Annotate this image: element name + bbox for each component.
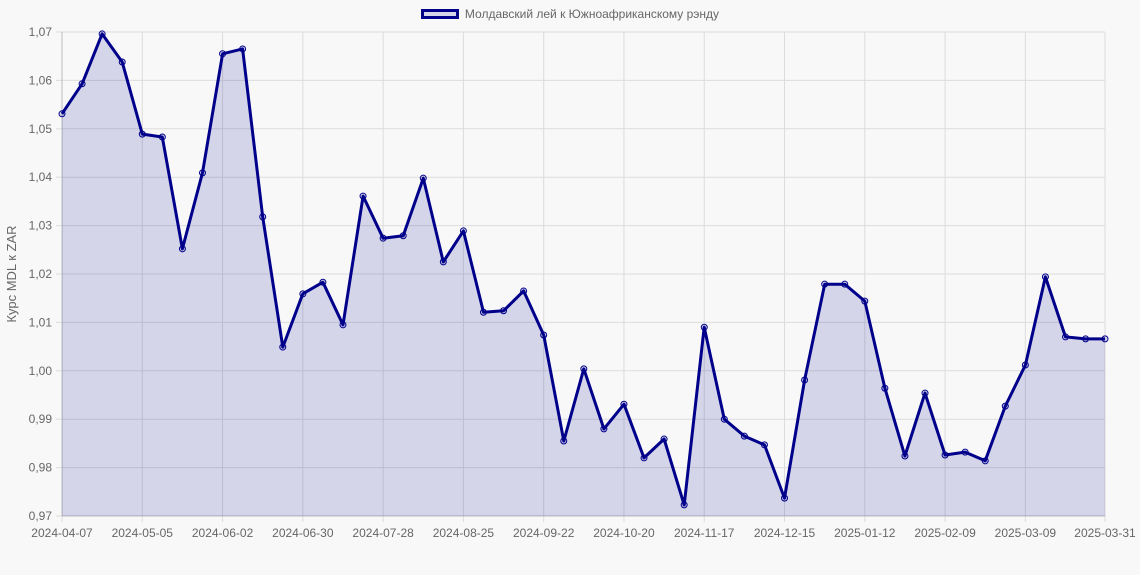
x-tick-label: 2024-05-05 (112, 526, 174, 540)
data-point[interactable] (841, 280, 849, 288)
legend-swatch (420, 9, 459, 19)
data-point[interactable] (359, 192, 367, 200)
x-tick-label: 2024-06-02 (192, 526, 254, 540)
data-point[interactable] (580, 365, 588, 373)
data-point[interactable] (399, 232, 407, 240)
data-point[interactable] (660, 435, 668, 443)
x-tick-label: 2024-07-28 (352, 526, 414, 540)
data-point[interactable] (1001, 402, 1009, 410)
data-point[interactable] (1082, 335, 1090, 343)
y-tick-label: 0,98 (29, 461, 53, 475)
data-point[interactable] (901, 452, 909, 460)
x-tick-label: 2024-10-20 (593, 526, 655, 540)
data-point[interactable] (459, 227, 467, 235)
y-tick-label: 1,05 (29, 122, 53, 136)
area-fill (62, 33, 1105, 517)
data-points (58, 30, 1109, 509)
x-tick-label: 2024-04-07 (31, 526, 93, 540)
data-point[interactable] (720, 415, 728, 423)
legend-label: Молдавский лей к Южноафриканскому рэнду (464, 7, 720, 21)
x-tick-label: 2024-12-15 (754, 526, 816, 540)
data-point[interactable] (339, 321, 347, 329)
x-tick-label: 2024-08-25 (433, 526, 495, 540)
data-point[interactable] (740, 432, 748, 440)
data-point[interactable] (259, 213, 267, 221)
y-axis-label: Курс MDL к ZAR (4, 225, 19, 322)
data-point[interactable] (921, 389, 929, 397)
legend[interactable]: Молдавский лей к Южноафриканскому рэнду (0, 7, 1140, 21)
data-point[interactable] (158, 133, 166, 141)
data-point[interactable] (78, 80, 86, 88)
x-tick-label: 2025-02-09 (914, 526, 976, 540)
data-point[interactable] (560, 437, 568, 445)
data-point[interactable] (58, 110, 66, 118)
x-tick-label: 2024-11-17 (674, 526, 735, 540)
data-point[interactable] (118, 58, 126, 66)
data-point[interactable] (961, 448, 969, 456)
data-point[interactable] (640, 454, 648, 462)
y-tick-label: 1,02 (29, 267, 53, 281)
data-point[interactable] (379, 234, 387, 242)
data-point[interactable] (319, 278, 327, 286)
x-tick-label: 2024-06-30 (272, 526, 334, 540)
x-tick-label: 2025-03-31 (1074, 526, 1136, 540)
data-point[interactable] (600, 425, 608, 433)
x-tick-label: 2025-03-09 (995, 526, 1057, 540)
data-point[interactable] (680, 501, 688, 509)
data-point[interactable] (138, 130, 146, 138)
y-tick-label: 1,04 (29, 170, 53, 184)
data-point[interactable] (198, 169, 206, 177)
x-axis: 2024-04-07 2024-05-05 2024-06-02 2024-06-30… (31, 526, 1136, 540)
data-point[interactable] (981, 457, 989, 465)
data-point[interactable] (520, 287, 528, 295)
data-point[interactable] (419, 174, 427, 182)
data-point[interactable] (479, 308, 487, 316)
data-point[interactable] (1041, 273, 1049, 281)
data-point[interactable] (279, 343, 287, 351)
y-tick-label: 1,00 (29, 364, 53, 378)
y-tick-label: 1,03 (29, 219, 53, 233)
x-tick-label: 2025-01-12 (834, 526, 896, 540)
data-point[interactable] (98, 30, 106, 38)
data-point[interactable] (239, 45, 247, 53)
grid-lines (56, 31, 1106, 522)
data-point[interactable] (941, 451, 949, 459)
data-point[interactable] (881, 384, 889, 392)
y-tick-label: 1,07 (29, 25, 53, 39)
y-axis: 1,07 1,06 1,05 1,04 1,03 1,02 1,01 1,00 0,99 0,98… (29, 25, 53, 523)
data-point[interactable] (299, 290, 307, 298)
data-point[interactable] (760, 441, 768, 449)
data-point[interactable] (439, 258, 447, 266)
data-point[interactable] (700, 323, 708, 331)
data-point[interactable] (219, 50, 227, 58)
y-tick-label: 0,97 (29, 509, 53, 523)
series-line (60, 32, 1105, 507)
data-point[interactable] (821, 280, 829, 288)
data-point[interactable] (540, 331, 548, 339)
data-point[interactable] (781, 494, 789, 502)
x-tick-label: 2024-09-22 (513, 526, 575, 540)
data-point[interactable] (861, 297, 869, 305)
data-point[interactable] (801, 376, 809, 384)
data-point[interactable] (500, 307, 508, 315)
y-tick-label: 1,01 (29, 315, 53, 329)
data-point[interactable] (1101, 335, 1109, 343)
data-point[interactable] (1062, 333, 1069, 341)
data-point[interactable] (178, 245, 186, 253)
y-tick-label: 0,99 (29, 412, 53, 426)
y-tick-label: 1,06 (29, 73, 53, 87)
data-point[interactable] (1021, 361, 1029, 369)
data-point[interactable] (620, 400, 628, 408)
